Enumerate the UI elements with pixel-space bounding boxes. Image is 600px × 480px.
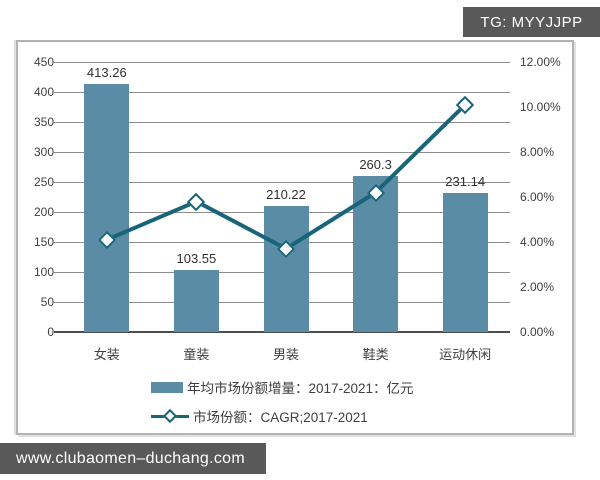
category-label: 女装: [93, 347, 120, 362]
bar-series-swatch: [151, 381, 183, 393]
left-axis-tick-label: 150: [33, 235, 54, 249]
left-axis-tick-label: 200: [33, 205, 54, 219]
bar-value-label: 103.55: [176, 250, 217, 266]
bar: [84, 84, 130, 332]
legend-label-line-series: 市场份额：CAGR;2017-2021: [193, 410, 368, 425]
bar-value-label: 231.14: [445, 174, 486, 190]
bar-value-label: 210.22: [266, 186, 306, 202]
x-axis-line: [54, 331, 510, 333]
gridline: [54, 122, 510, 123]
chart-legend: 年均市场份额增量：2017-2021：亿元 市场份额：CAGR;2017-202…: [151, 377, 414, 426]
left-axis-tick-label: 50: [40, 295, 54, 309]
legend-label-bar-series: 年均市场份额增量：2017-2021：亿元: [187, 381, 414, 396]
right-axis-tick-label: 8.00%: [520, 145, 555, 159]
right-axis-tick-label: 6.00%: [520, 190, 555, 204]
bar: [442, 193, 488, 332]
gridline: [54, 182, 510, 183]
bar-value-label: 260.3: [359, 156, 392, 172]
right-axis-tick-label: 10.00%: [520, 100, 561, 114]
right-axis-tick-label: 0.00%: [520, 325, 555, 339]
gridline: [54, 62, 510, 63]
left-axis-tick-label: 100: [33, 265, 54, 279]
category-label: 男装: [272, 347, 300, 362]
left-axis-tick-label: 250: [33, 175, 54, 189]
left-axis-tick-label: 400: [33, 85, 54, 99]
left-axis-tick-label: 300: [33, 145, 54, 159]
right-axis-tick-label: 2.00%: [520, 280, 555, 294]
category-label: 运动休闲: [439, 347, 492, 362]
right-axis-tick-label: 12.00%: [520, 55, 561, 69]
line-series-swatch: [151, 408, 189, 424]
legend-item-bar-series: 年均市场份额增量：2017-2021：亿元: [151, 377, 414, 397]
bar: [263, 205, 309, 332]
diamond-marker-icon: [162, 408, 178, 424]
gridline: [54, 152, 510, 153]
plot-area: 0 50 100 150 200 250 300 350 400 450 0.00% 2.00% 4.0…: [18, 42, 572, 433]
bar-value-label: 413.26: [86, 65, 127, 81]
bar: [173, 269, 219, 332]
right-axis-tick-label: 4.00%: [520, 235, 555, 249]
left-axis-tick-label: 450: [33, 55, 54, 69]
left-axis-tick-label: 0: [47, 325, 54, 339]
url-watermark-badge: www.clubaomen–duchang.com: [0, 443, 266, 474]
telegram-watermark-badge: TG: MYYJJPP: [463, 7, 600, 37]
category-label: 鞋类: [362, 347, 389, 362]
category-label: 童装: [183, 347, 210, 362]
legend-item-line-series: 市场份额：CAGR;2017-2021: [151, 406, 414, 426]
left-axis-tick-label: 350: [33, 115, 54, 129]
gridline: [54, 92, 510, 93]
chart-panel: 0 50 100 150 200 250 300 350 400 450 0.00% 2.00% 4.0…: [16, 40, 574, 435]
